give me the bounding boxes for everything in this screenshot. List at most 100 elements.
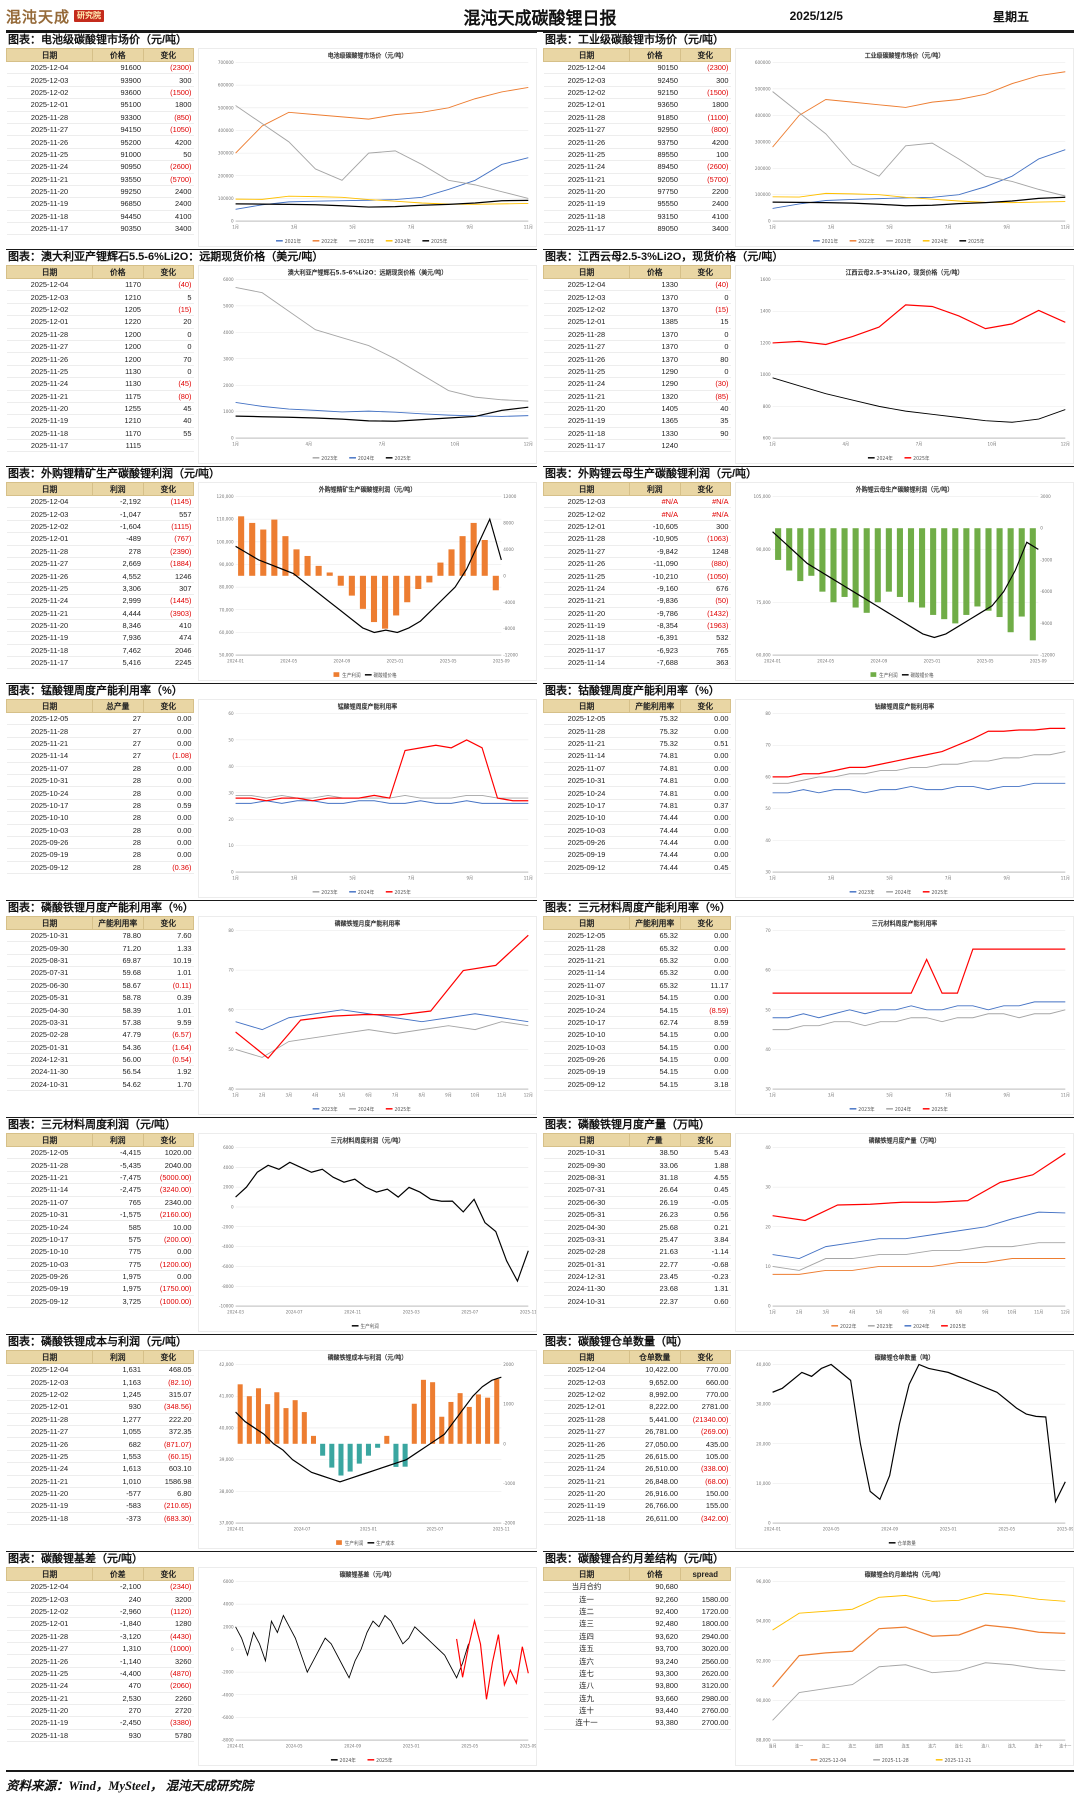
chart-canvas: 三元材料周度利润（元/吨） -10000 -8000 -6000 -4000 -2000 0… [219,1136,536,1330]
value-cell: 6.80 [143,1487,194,1501]
table-row: 2025-10-17 62.74 8.59 [543,1016,731,1030]
svg-text:0: 0 [768,219,771,225]
svg-text:11月: 11月 [1061,224,1070,230]
value-cell: 315.07 [143,1388,194,1402]
chart-canvas: 工业级碳酸锂市场价（元/吨） 0 100000 200000 300000 400000 5… [755,51,1070,245]
table-row: 2025-11-18 26,611.00 (342.00) [543,1512,731,1526]
value-cell: (8.59) [680,1003,731,1017]
column-header: 变化 [142,482,194,496]
table-row: 2025-10-03 28 0.00 [6,824,194,837]
value-cell: 0.00 [680,724,731,738]
value-cell: (3240.00) [143,1183,194,1197]
date-cell: 2025-09-26 [6,836,93,850]
table-row: 2025-10-31 54.15 0.00 [543,991,731,1005]
date-cell: 2025-12-03 [6,1592,93,1606]
table-row: 2025-10-10 74.44 0.00 [543,811,731,825]
value-cell: 10,422.00 [629,1363,680,1377]
report-panel: 图表：磷酸铁锂月度产能利用率（%） 日期 产能利用率 变化 2025-10-31 78.8… [6,900,537,1117]
svg-text:2024-09: 2024-09 [333,658,350,663]
value-cell: 7,936 [92,631,143,645]
svg-text:0: 0 [1040,526,1043,532]
table-row: 2025-11-21 65.32 0.00 [543,954,731,968]
value-cell: 10.19 [143,954,194,968]
table-row: 2025-02-28 21.63 -1.14 [543,1245,731,1259]
date-cell: 2025-10-31 [543,991,630,1005]
data-table: 日期 产量 变化 2025-10-31 38.50 5.43 2025-09-30 33.06… [543,1133,731,1332]
svg-text:-4000: -4000 [222,1692,234,1698]
date-cell: 2025-11-28 [6,1413,93,1426]
value-cell: 0 [680,340,731,354]
value-cell: 0.00 [680,941,731,955]
svg-text:2024-03: 2024-03 [227,1309,244,1314]
value-cell: (338.00) [680,1462,731,1476]
value-cell: 2245 [143,656,194,670]
value-cell: 27,050.00 [629,1437,680,1451]
value-cell: 93750 [629,135,680,149]
svg-text:75,000: 75,000 [756,600,771,606]
table-row: 2025-11-28 1370 0 [543,328,731,341]
svg-text:20,000: 20,000 [756,1441,771,1447]
value-cell: 0 [680,328,731,341]
value-cell: -2,960 [92,1605,143,1619]
date-cell: 2024-10-31 [543,1295,630,1309]
table-row: 2025-11-27 1200 0 [6,340,194,354]
svg-text:5月: 5月 [339,1092,346,1098]
svg-text:2025年: 2025年 [394,1106,411,1113]
date-cell: 2025-11-24 [543,582,630,596]
value-cell: 0.00 [143,836,194,850]
date-cell: 2025-10-17 [6,1233,93,1247]
value-cell: -1,604 [92,520,143,534]
value-cell: 765 [680,644,731,658]
svg-text:2025年: 2025年 [394,455,411,462]
value-cell: 26.23 [629,1208,680,1222]
table-row: 2025-11-21 92050 (5700) [543,173,731,186]
value-cell: 300 [680,520,731,534]
data-table: 日期 价差 变化 2025-12-04 -2,100 (2340) 2025-12-03 24… [6,1567,194,1766]
svg-text:100000: 100000 [755,192,771,198]
value-cell: -9,160 [629,582,680,596]
table-row: 2025-11-25 1290 0 [543,365,731,379]
data-table: 日期 价格 变化 2025-12-04 91600 (2300) 2025-12-03 939… [6,48,194,247]
svg-text:2025-11: 2025-11 [493,1526,510,1531]
table-row: 2025-11-20 8,346 410 [6,619,194,633]
svg-text:外购锂云母生产碳酸锂利润（元/吨）: 外购锂云母生产碳酸锂利润（元/吨） [856,485,953,493]
svg-text:当月: 当月 [769,1742,777,1749]
date-cell: 2025-11-24 [543,160,630,174]
svg-text:2025年: 2025年 [376,1757,393,1764]
table-row: 2025-09-12 74.44 0.45 [543,861,731,875]
table-row: 2025-11-17 -6,923 765 [543,644,731,658]
svg-text:0: 0 [231,219,234,225]
chart-canvas: 钴酸锂周度产能利用率 30 40 50 60 70 80 1月 3月 5月 7月 9月 11月 2023年… [765,702,1069,896]
date-cell: 2025-11-17 [6,222,93,236]
value-cell: 26,615.00 [629,1450,680,1464]
svg-text:澳大利亚产锂辉石5.5-6%Li2O：远期现货价格（美元/吨: 澳大利亚产锂辉石5.5-6%Li2O：远期现货价格（美元/吨） [288,268,447,276]
value-cell: 74.44 [629,811,680,825]
value-cell: -10,905 [629,532,680,546]
svg-text:三元材料周度产能利用率: 三元材料周度产能利用率 [872,919,938,927]
date-cell: 2025-11-26 [6,1437,93,1451]
value-cell: 38.50 [629,1146,680,1160]
date-cell: 2025-06-30 [6,979,93,992]
date-cell: 2025-10-03 [6,824,93,837]
svg-text:600000: 600000 [218,83,234,89]
value-cell: 65.32 [629,929,680,943]
date-cell: 2025-12-02 [543,1388,630,1402]
value-cell: (1115) [143,520,194,534]
value-cell: 0.00 [680,836,731,850]
date-cell: 2025-11-28 [6,545,93,558]
value-cell: 1800 [143,98,194,112]
svg-text:生产利润: 生产利润 [360,1323,379,1330]
value-cell: 74.81 [629,799,680,813]
value-cell: (5000.00) [143,1171,194,1185]
value-cell: 27 [92,724,143,738]
brand-logo: 混沌天成 研究院 [6,6,236,27]
date-cell: 2025-03-31 [543,1233,630,1247]
value-cell: 0 [143,340,194,354]
value-cell: 8.59 [680,1016,731,1030]
column-header: 总产量 [92,699,144,713]
value-cell: 0.00 [680,991,731,1005]
svg-text:2024年: 2024年 [358,1106,375,1113]
value-cell: 28 [92,811,143,825]
svg-text:2024年: 2024年 [931,238,948,245]
svg-text:70: 70 [765,928,771,934]
